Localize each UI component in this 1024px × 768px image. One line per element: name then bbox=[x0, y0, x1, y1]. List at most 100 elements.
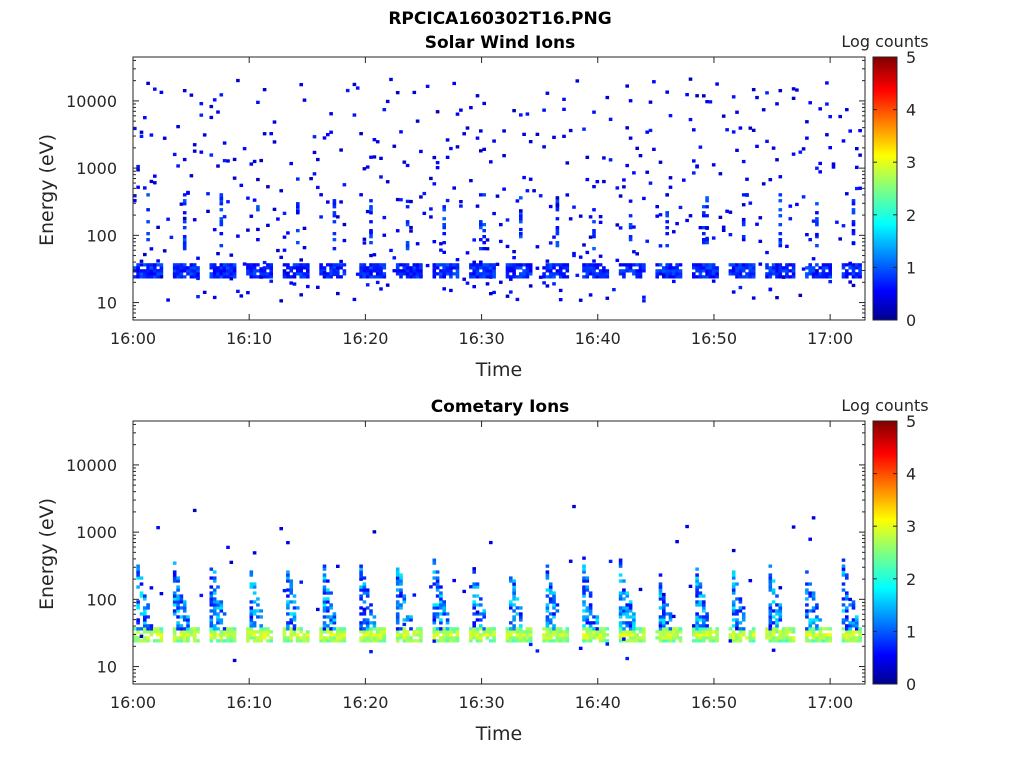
spectrogram-cell bbox=[638, 266, 643, 270]
spectrogram-cell bbox=[342, 269, 347, 273]
spectrogram-cell bbox=[136, 585, 140, 589]
spectrogram-cell bbox=[728, 633, 733, 637]
spectrogram-cell bbox=[319, 639, 323, 643]
spectrogram-cell bbox=[172, 603, 177, 607]
spectrogram-cell bbox=[379, 266, 383, 270]
spectrogram-cell bbox=[479, 618, 483, 622]
spectrogram-cell bbox=[552, 603, 556, 607]
spectrogram-cell bbox=[582, 600, 586, 604]
spectrogram-cell bbox=[848, 272, 852, 276]
spectrogram-cell bbox=[858, 269, 862, 273]
spectrogram-cell bbox=[698, 603, 703, 607]
spectrogram-cell bbox=[625, 594, 629, 598]
spectrogram-cell bbox=[642, 263, 646, 267]
spectrogram-cell bbox=[182, 211, 187, 215]
spectrogram-cell bbox=[276, 248, 280, 253]
spectrogram-cell bbox=[469, 179, 473, 183]
spectrogram-cell bbox=[326, 636, 330, 640]
spectrogram-cell bbox=[588, 293, 593, 297]
spectrogram-cell bbox=[632, 612, 636, 616]
spectrogram-cell bbox=[252, 159, 257, 164]
spectrogram-cell bbox=[845, 639, 849, 643]
y-axis-label: Energy (eV) bbox=[36, 498, 58, 610]
spectrogram-cell bbox=[515, 633, 520, 637]
spectrogram-cell bbox=[172, 561, 177, 565]
spectrogram-cell bbox=[672, 636, 676, 640]
spectrogram-cell bbox=[399, 606, 403, 610]
spectrogram-cell bbox=[209, 115, 214, 120]
spectrogram-cell bbox=[485, 272, 490, 276]
spectrogram-cell bbox=[365, 627, 370, 631]
spectrogram-cell bbox=[415, 272, 420, 276]
spectrogram-cell bbox=[562, 266, 566, 270]
spectrogram-cell bbox=[146, 266, 150, 270]
spectrogram-cell bbox=[592, 615, 596, 619]
spectrogram-cell bbox=[618, 194, 623, 198]
spectrogram-cell bbox=[136, 606, 140, 610]
spectrogram-cell bbox=[775, 603, 779, 607]
spectrogram-cell bbox=[432, 182, 437, 186]
spectrogram-cell bbox=[482, 609, 486, 613]
spectrogram-cell bbox=[715, 275, 719, 279]
spectrogram-cell bbox=[286, 600, 290, 604]
spectrogram-cell bbox=[655, 272, 659, 276]
spectrogram-cell bbox=[395, 606, 400, 610]
spectrogram-cell bbox=[485, 275, 490, 279]
spectrogram-cell bbox=[568, 217, 573, 221]
spectrogram-cell bbox=[778, 618, 783, 622]
spectrogram-cell bbox=[648, 181, 653, 185]
spectrogram-cell bbox=[369, 230, 373, 234]
spectrogram-cell bbox=[851, 232, 856, 236]
spectrogram-cell bbox=[845, 573, 849, 577]
spectrogram-cell bbox=[702, 621, 706, 625]
spectrogram-cell bbox=[558, 266, 563, 270]
spectrogram-cell bbox=[365, 209, 370, 214]
spectrogram-cell bbox=[322, 271, 327, 275]
spectrogram-cell bbox=[395, 579, 400, 583]
spectrogram-cell bbox=[412, 90, 417, 95]
spectrogram-cell bbox=[282, 272, 287, 276]
spectrogram-cell bbox=[618, 636, 623, 640]
spectrogram-cell bbox=[143, 116, 147, 120]
spectrogram-cell bbox=[828, 280, 832, 284]
spectrogram-cell bbox=[628, 199, 633, 203]
spectrogram-cell bbox=[528, 266, 533, 270]
spectrogram-cell bbox=[312, 150, 317, 155]
spectrogram-cell bbox=[186, 269, 190, 273]
spectrogram-cell bbox=[286, 636, 290, 640]
spectrogram-cell bbox=[741, 627, 746, 631]
spectrogram-cell bbox=[595, 636, 600, 640]
spectrogram-cell bbox=[469, 636, 473, 640]
spectrogram-cell bbox=[668, 275, 673, 279]
spectrogram-cell bbox=[219, 633, 224, 637]
spectrogram-cell bbox=[555, 203, 560, 207]
spectrogram-cell bbox=[815, 606, 819, 610]
spectrogram-cell bbox=[372, 138, 377, 142]
spectrogram-cell bbox=[375, 633, 380, 637]
spectrogram-cell bbox=[558, 633, 563, 637]
spectrogram-cell bbox=[668, 627, 673, 631]
spectrogram-cell bbox=[252, 639, 257, 643]
spectrogram-cell bbox=[479, 633, 483, 637]
spectrogram-cell bbox=[133, 636, 137, 640]
spectrogram-cell bbox=[209, 636, 214, 640]
spectrogram-cell bbox=[741, 220, 746, 224]
spectrogram-cell bbox=[738, 275, 743, 279]
spectrogram-cell bbox=[326, 627, 330, 631]
spectrogram-cell bbox=[808, 266, 812, 270]
spectrogram-cell bbox=[179, 600, 184, 604]
spectrogram-cell bbox=[582, 266, 586, 270]
spectrogram-cell bbox=[642, 299, 646, 303]
spectrogram-cell bbox=[199, 150, 204, 154]
spectrogram-cell bbox=[139, 576, 144, 580]
spectrogram-cell bbox=[282, 248, 287, 252]
spectrogram-cell bbox=[678, 205, 683, 210]
spectrogram-cell bbox=[665, 263, 669, 267]
spectrogram-cell bbox=[545, 91, 550, 95]
spectrogram-cell bbox=[139, 594, 144, 598]
spectrogram-cell bbox=[485, 630, 490, 634]
spectrogram-cell bbox=[236, 78, 240, 83]
colorbar-tick-label: 3 bbox=[906, 517, 916, 536]
spectrogram-cell bbox=[495, 262, 500, 266]
spectrogram-cell bbox=[455, 263, 460, 267]
